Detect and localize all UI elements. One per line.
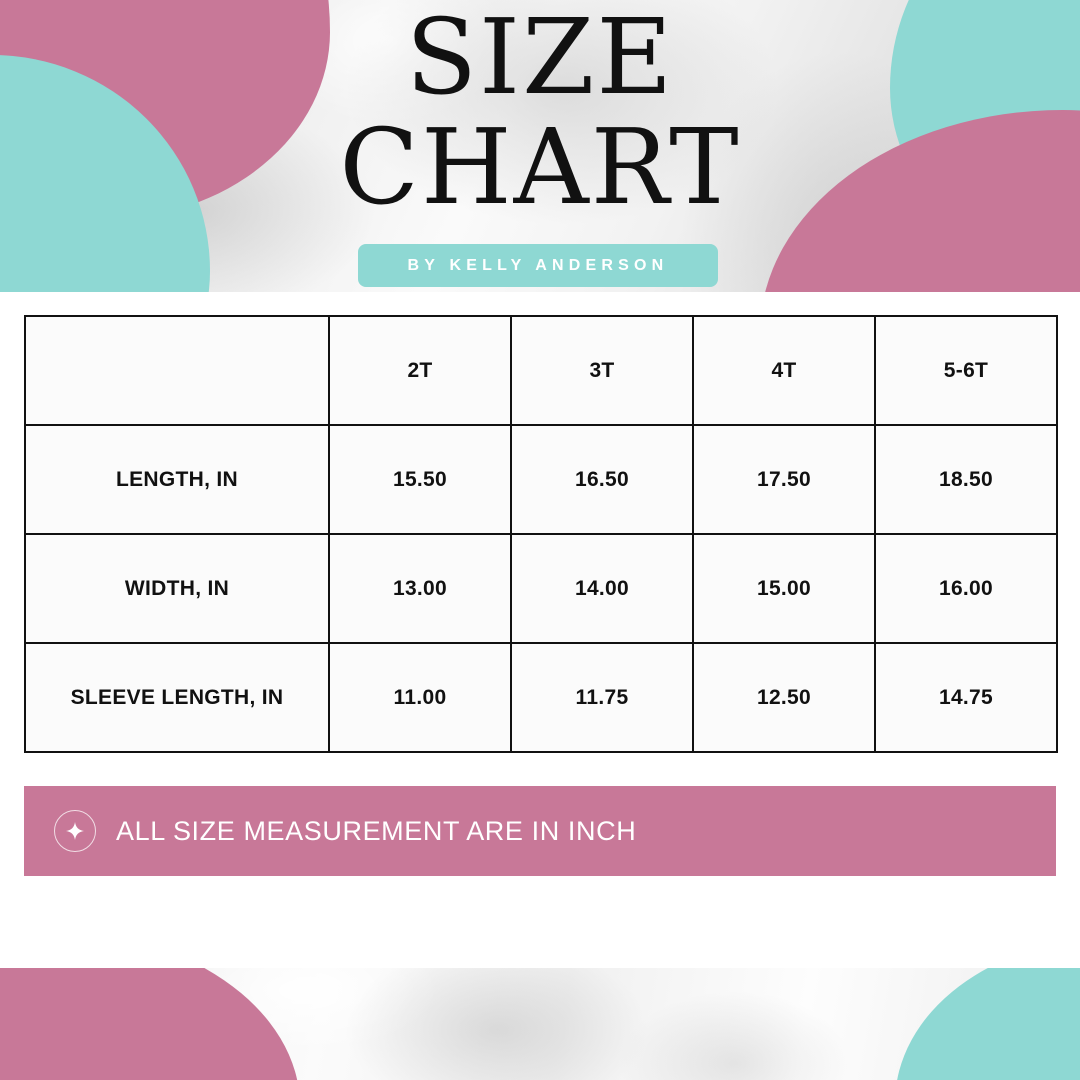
size-chart-table: 2T 3T 4T 5-6T LENGTH, IN 15.50 16.50 17.…	[24, 315, 1058, 753]
header-cell-blank	[24, 315, 330, 426]
cell-width-4t: 15.00	[692, 533, 876, 644]
sparkle-icon	[54, 810, 96, 852]
row-label-sleeve-length: SLEEVE LENGTH, IN	[24, 642, 330, 753]
cell-length-5-6t: 18.50	[874, 424, 1058, 535]
cell-length-4t: 17.50	[692, 424, 876, 535]
cell-sleeve-5-6t: 14.75	[874, 642, 1058, 753]
header-cell-2t: 2T	[328, 315, 512, 426]
cell-sleeve-2t: 11.00	[328, 642, 512, 753]
byline-badge: BY KELLY ANDERSON	[358, 244, 718, 287]
cell-width-3t: 14.00	[510, 533, 694, 644]
measurement-note-bar: ALL SIZE MEASUREMENT ARE IN INCH	[24, 786, 1056, 876]
header-cell-3t: 3T	[510, 315, 694, 426]
table-row: WIDTH, IN 13.00 14.00 15.00 16.00	[24, 533, 1058, 644]
top-decorative-band	[0, 0, 1080, 292]
row-label-length: LENGTH, IN	[24, 424, 330, 535]
table-header-row: 2T 3T 4T 5-6T	[24, 315, 1058, 426]
table-row: SLEEVE LENGTH, IN 11.00 11.75 12.50 14.7…	[24, 642, 1058, 753]
title-line-size: SIZE	[405, 0, 675, 118]
cell-sleeve-4t: 12.50	[692, 642, 876, 753]
cell-length-2t: 15.50	[328, 424, 512, 535]
bottom-decorative-band	[0, 968, 1080, 1080]
header-cell-5-6t: 5-6T	[874, 315, 1058, 426]
row-label-width: WIDTH, IN	[24, 533, 330, 644]
header-cell-4t: 4T	[692, 315, 876, 426]
table-row: LENGTH, IN 15.50 16.50 17.50 18.50	[24, 424, 1058, 535]
cell-length-3t: 16.50	[510, 424, 694, 535]
measurement-note-text: ALL SIZE MEASUREMENT ARE IN INCH	[116, 815, 637, 846]
cell-width-5-6t: 16.00	[874, 533, 1058, 644]
cell-sleeve-3t: 11.75	[510, 642, 694, 753]
title-line-chart: CHART	[339, 105, 741, 228]
byline-label: BY KELLY ANDERSON	[407, 256, 669, 274]
page-title: SIZE CHART	[0, 0, 1080, 228]
cell-width-2t: 13.00	[328, 533, 512, 644]
